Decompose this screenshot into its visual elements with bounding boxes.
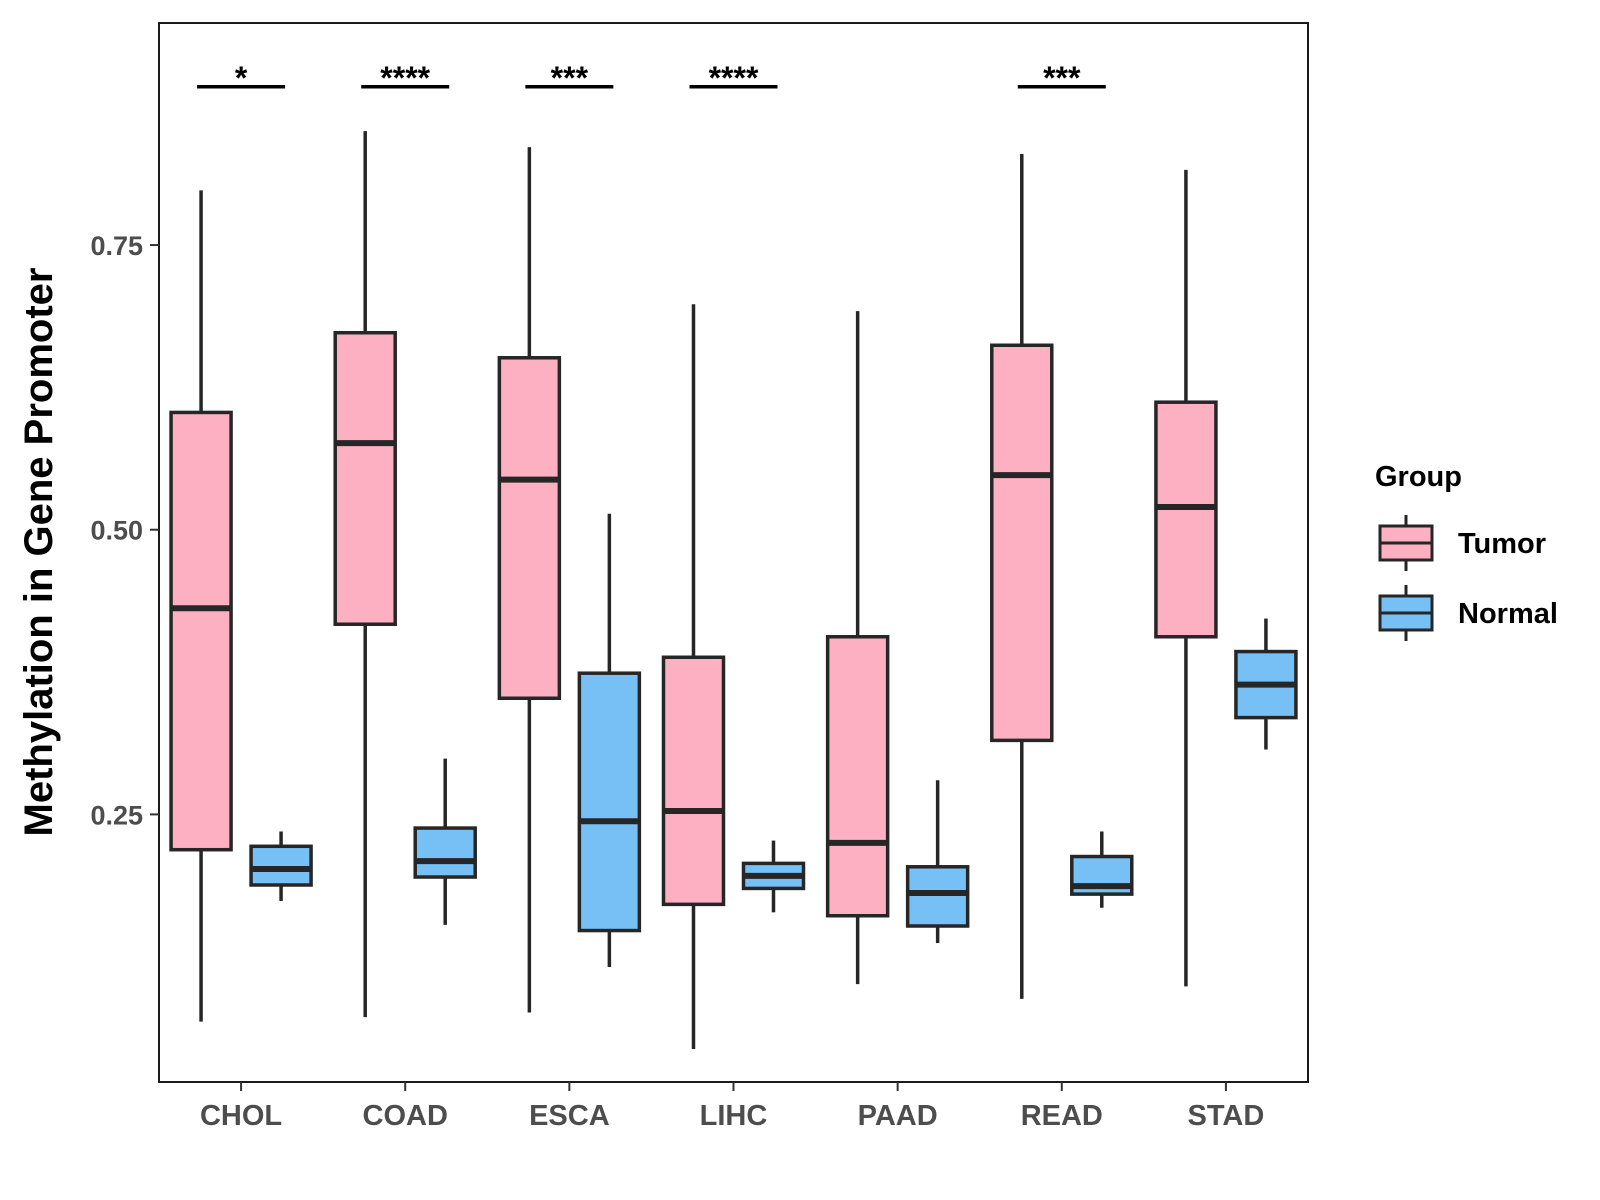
x-tick-label: PAAD (858, 1100, 938, 1132)
box-iqr (333, 330, 397, 626)
plot-panel (158, 22, 1309, 1083)
box-iqr (1154, 400, 1218, 639)
legend-label-normal: Normal (1458, 598, 1558, 630)
box-iqr (990, 343, 1054, 743)
x-tick-label: COAD (363, 1100, 448, 1132)
box-iqr (825, 635, 890, 918)
legend-label-tumor: Tumor (1458, 528, 1546, 560)
significance-label: *** (1043, 60, 1081, 96)
box-normal-coad (413, 758, 477, 925)
x-tick-label: READ (1021, 1100, 1103, 1132)
x-tick-label: LIHC (700, 1100, 768, 1132)
box-tumor-lihc (661, 304, 726, 1049)
boxes-layer (169, 131, 1298, 1049)
significance-label: * (235, 60, 248, 96)
x-axis: CHOL COAD ESCA LIHC PAAD READ STAD (200, 1082, 1264, 1132)
x-tick-label: ESCA (529, 1100, 610, 1132)
significance-label: *** (551, 60, 589, 96)
legend-key-tumor (1378, 515, 1434, 571)
x-tick-label: STAD (1188, 1100, 1265, 1132)
y-tick-label: 0.75 (90, 231, 143, 261)
box-normal-lihc (741, 840, 806, 913)
box-iqr (905, 865, 970, 928)
significance-label: **** (709, 60, 759, 96)
significance-layer: * **** *** **** *** (197, 60, 1106, 96)
y-tick-label: 0.25 (90, 800, 143, 830)
box-iqr (413, 826, 477, 879)
legend-title: Group (1375, 461, 1462, 493)
box-normal-chol (249, 831, 313, 901)
box-tumor-read (990, 153, 1054, 999)
box-tumor-coad (333, 131, 397, 1018)
box-tumor-stad (1154, 169, 1218, 987)
box-normal-esca (577, 513, 642, 967)
box-iqr (577, 671, 642, 933)
box-normal-paad (905, 780, 970, 944)
significance-label: **** (380, 60, 430, 96)
box-tumor-chol (169, 190, 233, 1022)
box-normal-read (1070, 831, 1134, 908)
y-axis-title: Methylation in Gene Promoter (17, 268, 61, 837)
box-tumor-esca (497, 147, 562, 1013)
box-iqr (249, 844, 313, 887)
box-tumor-paad (825, 311, 890, 985)
legend: Group Tumor Normal (1375, 461, 1558, 641)
box-iqr (497, 356, 562, 701)
box-normal-stad (1234, 618, 1298, 750)
legend-key-normal (1378, 585, 1434, 641)
box-iqr (661, 655, 726, 907)
box-iqr (169, 410, 233, 852)
y-axis: 0.25 0.50 0.75 (90, 231, 159, 830)
y-tick-label: 0.50 (90, 516, 143, 546)
x-tick-label: CHOL (200, 1100, 282, 1132)
